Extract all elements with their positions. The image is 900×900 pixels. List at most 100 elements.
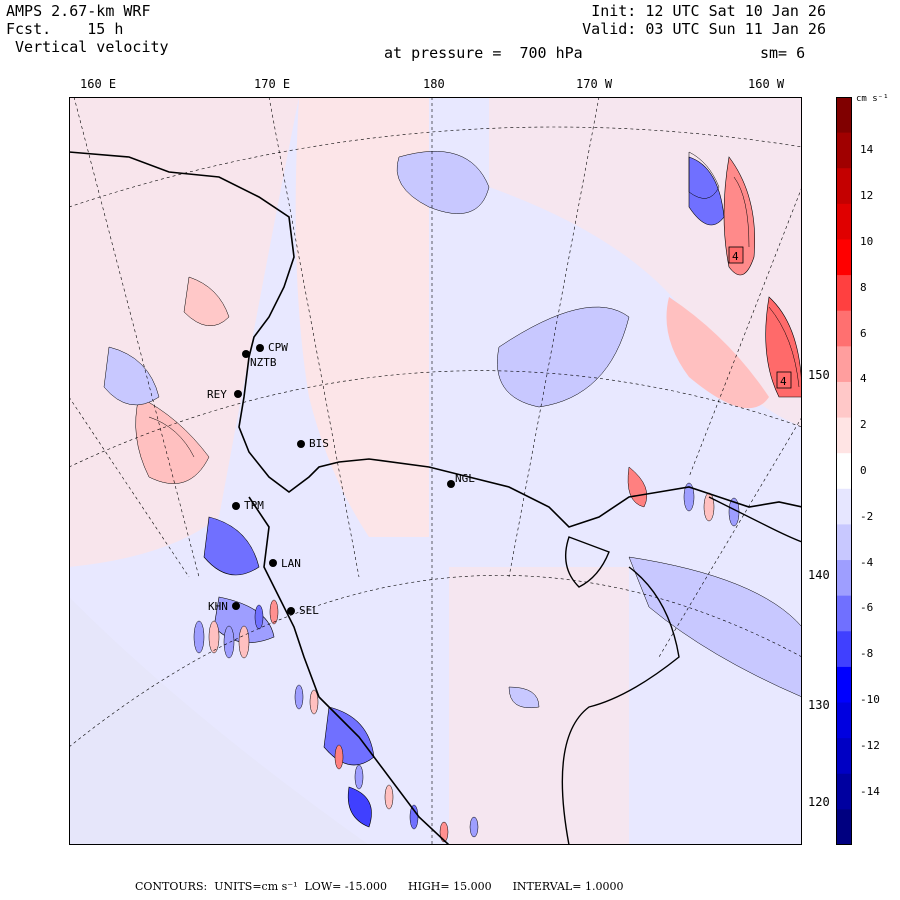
station-dot-tpm xyxy=(232,502,240,510)
station-tpm: TPM xyxy=(244,499,264,512)
fcst-label: Fcst. xyxy=(6,20,52,38)
colorbar-tick-label: -10 xyxy=(860,692,880,706)
colorbar-swatch xyxy=(836,524,852,561)
colorbar-swatch xyxy=(836,310,852,347)
map-frame xyxy=(69,97,802,845)
marker-box-1 xyxy=(728,246,744,264)
updraft-band xyxy=(666,297,769,409)
colorbar-swatch xyxy=(836,560,852,597)
lon-label-170w: 170 W xyxy=(576,77,613,91)
updraft-core-1 xyxy=(723,156,755,276)
colorbar-tick-label: 6 xyxy=(860,326,867,340)
station-cpw: CPW xyxy=(268,341,288,354)
vertical-velocity-map: 4 4 xyxy=(69,97,802,845)
smoothing-label: sm= 6 xyxy=(760,44,806,62)
positive-band-ross xyxy=(69,97,429,537)
station-dot-nztb xyxy=(242,350,250,358)
colorbar-tick-label: -12 xyxy=(860,738,880,752)
graticule-latitude xyxy=(69,126,802,748)
colorbar-swatch xyxy=(836,631,852,668)
colorbar-swatch xyxy=(836,417,852,454)
lon-label-160e: 160 E xyxy=(80,77,117,91)
station-dot-rey xyxy=(234,390,242,398)
marker-label-2: 4 xyxy=(780,375,787,388)
downdraft-north xyxy=(396,151,490,214)
downdraft-west xyxy=(103,346,160,406)
colorbar-tick-label: 2 xyxy=(860,418,867,432)
colorbar-tick-label: 4 xyxy=(860,372,867,386)
station-khn: KHN xyxy=(208,600,228,613)
low-label: LOW= -15.000 xyxy=(304,880,388,893)
colorbar-tick-label: -4 xyxy=(860,555,874,569)
colorbar-swatch xyxy=(836,203,852,240)
valid-time: Valid: 03 UTC Sun 11 Jan 26 xyxy=(582,20,826,38)
colorbar xyxy=(836,97,852,845)
colorbar-swatch xyxy=(836,773,852,810)
station-rey: REY xyxy=(207,388,227,401)
station-nztb: NZTB xyxy=(250,356,277,369)
colorbar-tick-label: 10 xyxy=(860,235,874,249)
coastline-marie-byrd xyxy=(708,496,802,543)
contour-info: CONTOURS: UNITS=cm s⁻¹ LOW= -15.000 HIGH… xyxy=(135,880,623,893)
downdraft-south xyxy=(508,686,540,709)
colorbar-tick-label: -8 xyxy=(860,647,874,661)
updraft-west-2 xyxy=(183,276,230,326)
station-bis: BIS xyxy=(309,437,329,450)
grounding-line xyxy=(561,566,680,845)
station-dot-cpw xyxy=(256,344,264,352)
colorbar-swatch xyxy=(836,346,852,383)
colorbar-swatch xyxy=(836,595,852,632)
mountain-wave-cells xyxy=(193,482,740,843)
colorbar-tick-label: 14 xyxy=(860,143,874,157)
fcst-value: 15 h xyxy=(87,20,124,38)
downdraft-core-1 xyxy=(688,156,725,226)
colorbar-units: cm s⁻¹ xyxy=(856,94,889,104)
colorbar-frame xyxy=(836,97,852,845)
colorbar-swatch xyxy=(836,702,852,739)
coastline-transantarctic xyxy=(248,496,450,845)
downdraft-central xyxy=(497,306,630,408)
units-label: UNITS=cm s⁻¹ xyxy=(214,880,298,893)
colorbar-swatch xyxy=(836,275,852,312)
colorbar-swatch xyxy=(836,809,852,845)
colorbar-tick-label: 8 xyxy=(860,280,867,294)
station-dot-lan xyxy=(269,559,277,567)
colorbar-tick-label: -2 xyxy=(860,509,874,523)
colorbar-swatch xyxy=(836,97,852,134)
pressure-level: at pressure = 700 hPa xyxy=(384,44,583,62)
colorbar-tick-label: -6 xyxy=(860,601,874,615)
downdraft-tam-4 xyxy=(347,786,372,828)
colorbar-swatch xyxy=(836,168,852,205)
marker-label-1: 4 xyxy=(732,250,739,263)
updraft-core-2 xyxy=(765,296,802,398)
colorbar-swatch xyxy=(836,488,852,525)
station-dot-bis xyxy=(297,440,305,448)
station-lan: LAN xyxy=(281,557,301,570)
header-left: AMPS 2.67-km WRF Fcst. 15 h Vertical vel… xyxy=(6,2,169,56)
colorbar-tick-label: 12 xyxy=(860,189,874,203)
contour-lines xyxy=(148,151,800,458)
downdraft-east xyxy=(628,556,802,698)
ocean-region xyxy=(69,597,369,845)
colorbar-swatch xyxy=(836,453,852,490)
colorbar-swatch xyxy=(836,132,852,169)
colorbar-swatch xyxy=(836,666,852,704)
colorbar-swatch xyxy=(836,381,852,419)
lon-label-170e: 170 E xyxy=(254,77,291,91)
coastline-roosevelt xyxy=(565,536,610,588)
field-name: Vertical velocity xyxy=(15,38,169,56)
lon-label-180: 180 xyxy=(423,77,445,91)
interval-label: INTERVAL= 1.0000 xyxy=(512,880,624,893)
header-right: Init: 12 UTC Sat 10 Jan 26 Valid: 03 UTC… xyxy=(582,2,826,38)
init-time: Init: 12 UTC Sat 10 Jan 26 xyxy=(591,2,826,20)
model-title: AMPS 2.67-km WRF xyxy=(6,2,151,20)
downdraft-tam-1 xyxy=(203,516,260,576)
colorbar-tick-label: 0 xyxy=(860,464,867,477)
marker-box-2 xyxy=(776,371,792,389)
station-dot-khn xyxy=(232,602,240,610)
coastline-ross-ice-shelf xyxy=(69,151,802,528)
positive-band-west xyxy=(69,97,299,567)
graticule-longitude xyxy=(69,97,802,845)
station-dot-ngl xyxy=(447,480,455,488)
colorbar-swatch xyxy=(836,239,852,276)
